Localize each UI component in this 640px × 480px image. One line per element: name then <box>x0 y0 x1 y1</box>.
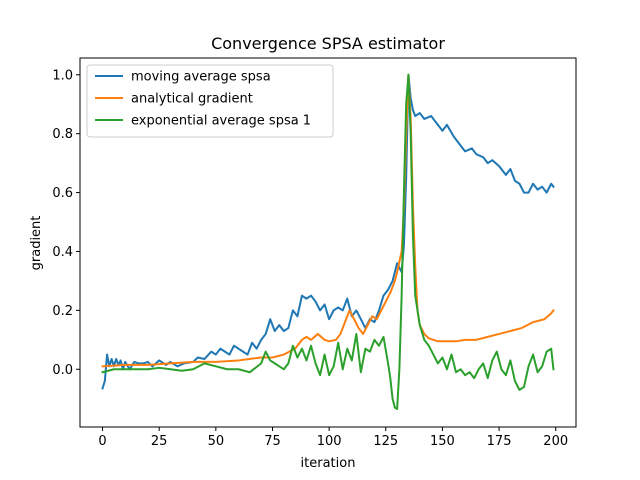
axes-frame <box>79 57 577 428</box>
legend-label-2: analytical gradient <box>131 92 253 107</box>
x-tick-label: 125 <box>373 434 398 449</box>
y-tick-label: 0.0 <box>52 363 73 378</box>
legend: moving average spsa analytical gradient ex… <box>86 64 334 138</box>
x-tick-label: 0 <box>98 434 106 449</box>
legend-box <box>86 64 334 138</box>
x-tick-label: 25 <box>151 434 168 449</box>
y-tick-label: 0.2 <box>52 304 73 319</box>
chart-title: Convergence SPSA estimator <box>211 34 445 53</box>
x-tick-label: 200 <box>543 434 568 449</box>
series-line-3 <box>101 73 555 411</box>
plot-area: 0 25 50 75 100 125 150 175 200 0.0 0.2 0.4 0.6 0.8 1.0 <box>52 57 577 449</box>
x-tick-label: 150 <box>430 434 455 449</box>
y-tick-label: 0.8 <box>52 127 73 142</box>
y-tick-label: 0.6 <box>52 186 73 201</box>
x-axis-label: iteration <box>301 456 356 471</box>
series-line-1 <box>101 73 555 390</box>
x-tick-label: 75 <box>264 434 281 449</box>
y-tick-label: 0.4 <box>52 245 73 260</box>
y-axis-label: gradient <box>29 216 44 271</box>
y-tick-label: 1.0 <box>52 68 73 83</box>
x-tick-label: 50 <box>208 434 225 449</box>
legend-label-1: moving average spsa <box>131 70 271 85</box>
series-line-2 <box>101 73 555 368</box>
x-tick-label: 100 <box>317 434 342 449</box>
legend-label-3: exponential average spsa 1 <box>131 114 311 129</box>
x-tick-label: 175 <box>487 434 512 449</box>
